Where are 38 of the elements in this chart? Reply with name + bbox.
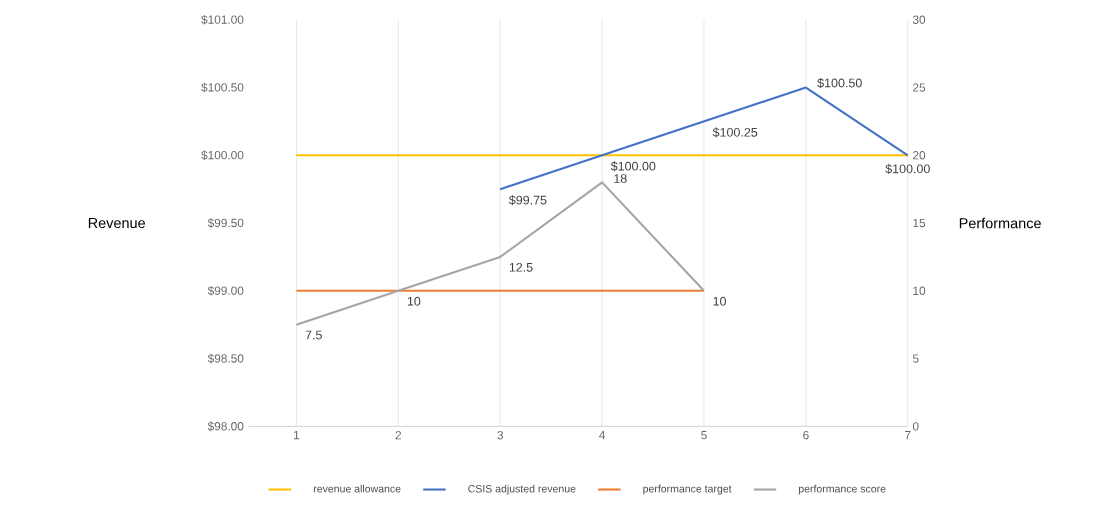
data-label: $100.25 bbox=[712, 127, 758, 138]
x-tick-label: 2 bbox=[395, 430, 401, 440]
y2-tick-label: 0 bbox=[912, 422, 919, 431]
y2-tick-label: 15 bbox=[913, 218, 926, 228]
data-label: 18 bbox=[614, 174, 627, 183]
legend-label: performance target bbox=[643, 484, 732, 495]
x-tick-label: 5 bbox=[701, 430, 707, 440]
legend-label: CSIS adjusted revenue bbox=[468, 484, 576, 495]
data-label: $100.50 bbox=[817, 77, 862, 88]
x-tick-label: 4 bbox=[599, 430, 606, 440]
x-tick-label: 1 bbox=[294, 430, 300, 440]
data-label: $99.75 bbox=[508, 194, 547, 206]
data-label: $100.00 bbox=[885, 163, 930, 174]
line-series bbox=[295, 181, 706, 326]
x-tick-label: 3 bbox=[497, 430, 503, 440]
y-tick-label: $100.50 bbox=[201, 82, 244, 93]
y-tick-label: $101.00 bbox=[201, 14, 244, 25]
y2-tick-label: 30 bbox=[912, 15, 926, 24]
y-axis-title: Revenue bbox=[88, 217, 145, 228]
legend-label: performance score bbox=[798, 484, 886, 495]
y2-tick-label: 10 bbox=[913, 286, 926, 295]
y2-tick-label: 20 bbox=[913, 150, 926, 160]
data-label: 7.5 bbox=[305, 330, 322, 340]
legend-label: revenue allowance bbox=[313, 484, 401, 493]
y-tick-label: $99.00 bbox=[207, 285, 244, 296]
y2-axis-title: Performance bbox=[959, 217, 1041, 229]
y2-tick-label: 5 bbox=[912, 354, 919, 363]
y-tick-label: $98.00 bbox=[207, 421, 244, 432]
y-tick-label: $98.50 bbox=[207, 353, 244, 364]
data-label: 10 bbox=[407, 296, 421, 306]
y2-tick-label: 25 bbox=[913, 83, 926, 92]
data-label: $100.00 bbox=[610, 161, 656, 172]
x-tick-label: 7 bbox=[905, 430, 911, 440]
data-label: 10 bbox=[713, 296, 727, 306]
y-tick-label: $99.50 bbox=[207, 218, 244, 228]
data-label: 12.5 bbox=[509, 262, 533, 272]
x-tick-label: 6 bbox=[803, 430, 809, 440]
y-tick-label: $100.00 bbox=[201, 150, 244, 160]
